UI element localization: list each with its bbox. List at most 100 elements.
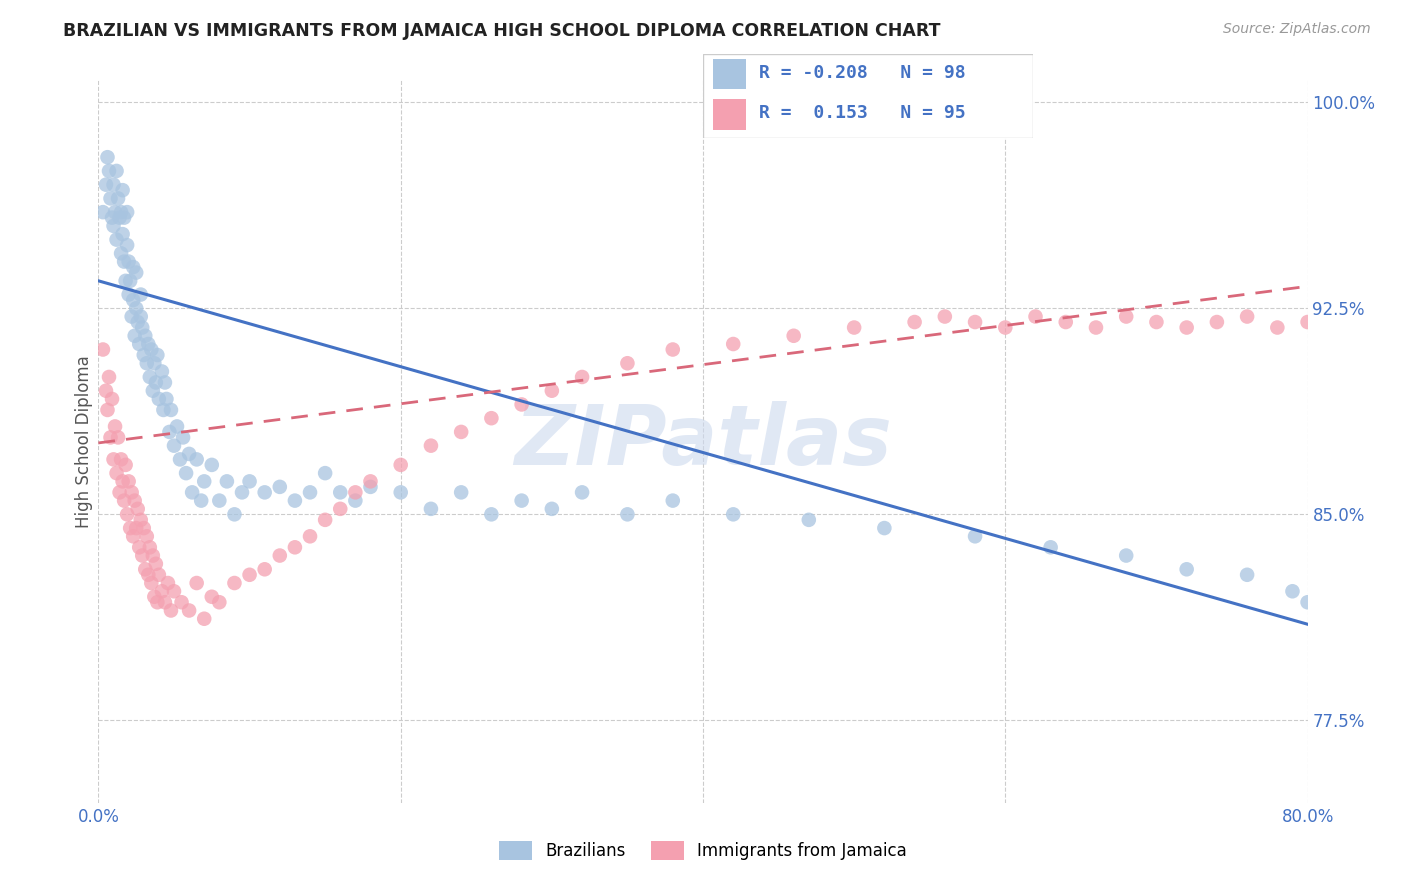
Point — [965, 529, 987, 543]
Point — [510, 397, 533, 411]
Point — [170, 595, 193, 609]
Point — [105, 466, 128, 480]
Point — [661, 343, 683, 357]
Point — [103, 452, 125, 467]
Point — [1115, 310, 1137, 324]
Legend: Brazilians, Immigrants from Jamaica: Brazilians, Immigrants from Jamaica — [492, 834, 914, 867]
Point — [124, 328, 146, 343]
Point — [128, 541, 150, 555]
Bar — [713, 99, 747, 130]
Point — [122, 529, 145, 543]
Point — [231, 485, 253, 500]
Point — [143, 590, 166, 604]
Point — [510, 493, 533, 508]
Point — [994, 320, 1017, 334]
Point — [723, 508, 745, 522]
Point — [169, 452, 191, 467]
Point — [193, 612, 215, 626]
Point — [360, 480, 382, 494]
Point — [100, 430, 122, 444]
Point — [481, 411, 503, 425]
Text: R = -0.208   N = 98: R = -0.208 N = 98 — [759, 64, 966, 82]
Point — [723, 337, 745, 351]
Point — [112, 254, 135, 268]
Point — [201, 590, 224, 604]
Point — [239, 475, 262, 489]
Point — [145, 557, 167, 571]
Point — [127, 315, 149, 329]
Point — [284, 493, 307, 508]
Point — [1206, 315, 1229, 329]
Point — [783, 328, 806, 343]
Point — [129, 513, 152, 527]
Point — [159, 425, 181, 439]
Point — [153, 376, 176, 390]
Point — [166, 419, 188, 434]
Point — [125, 301, 148, 316]
Point — [1085, 320, 1108, 334]
Point — [103, 178, 125, 192]
Point — [1267, 320, 1289, 334]
Point — [344, 493, 367, 508]
Point — [118, 287, 141, 301]
Point — [96, 403, 118, 417]
Point — [146, 595, 169, 609]
Point — [135, 529, 157, 543]
Point — [100, 191, 122, 205]
Point — [153, 595, 176, 609]
Point — [125, 521, 148, 535]
Point — [190, 493, 212, 508]
Point — [299, 529, 322, 543]
Point — [1372, 315, 1395, 329]
Point — [139, 370, 162, 384]
Point — [120, 274, 142, 288]
Point — [1357, 320, 1379, 334]
Point — [94, 178, 117, 192]
Point — [1175, 562, 1198, 576]
Point — [389, 485, 412, 500]
Point — [150, 364, 173, 378]
Point — [124, 493, 146, 508]
Point — [152, 403, 174, 417]
Point — [1281, 584, 1303, 599]
Point — [128, 337, 150, 351]
Point — [96, 150, 118, 164]
Point — [136, 337, 159, 351]
Point — [150, 584, 173, 599]
Point — [111, 475, 134, 489]
Point — [1296, 595, 1319, 609]
Point — [1341, 315, 1364, 329]
Point — [148, 392, 170, 406]
Point — [104, 205, 127, 219]
Point — [125, 266, 148, 280]
Point — [146, 348, 169, 362]
Point — [329, 485, 352, 500]
Point — [299, 485, 322, 500]
Point — [156, 576, 179, 591]
Point — [420, 501, 443, 516]
Point — [1402, 315, 1406, 329]
Point — [127, 501, 149, 516]
Point — [797, 513, 820, 527]
Point — [163, 584, 186, 599]
Point — [148, 567, 170, 582]
Point — [1144, 315, 1167, 329]
Point — [314, 466, 336, 480]
Point — [160, 403, 183, 417]
Point — [131, 320, 153, 334]
Point — [360, 475, 382, 489]
Point — [129, 310, 152, 324]
Point — [114, 274, 136, 288]
Point — [111, 227, 134, 241]
Point — [224, 508, 246, 522]
Point — [186, 576, 208, 591]
Point — [110, 246, 132, 260]
Point — [142, 549, 165, 563]
Point — [1236, 310, 1258, 324]
Point — [142, 384, 165, 398]
Point — [269, 549, 291, 563]
Point — [1312, 603, 1334, 617]
Point — [571, 485, 593, 500]
Point — [155, 392, 177, 406]
Point — [104, 419, 127, 434]
